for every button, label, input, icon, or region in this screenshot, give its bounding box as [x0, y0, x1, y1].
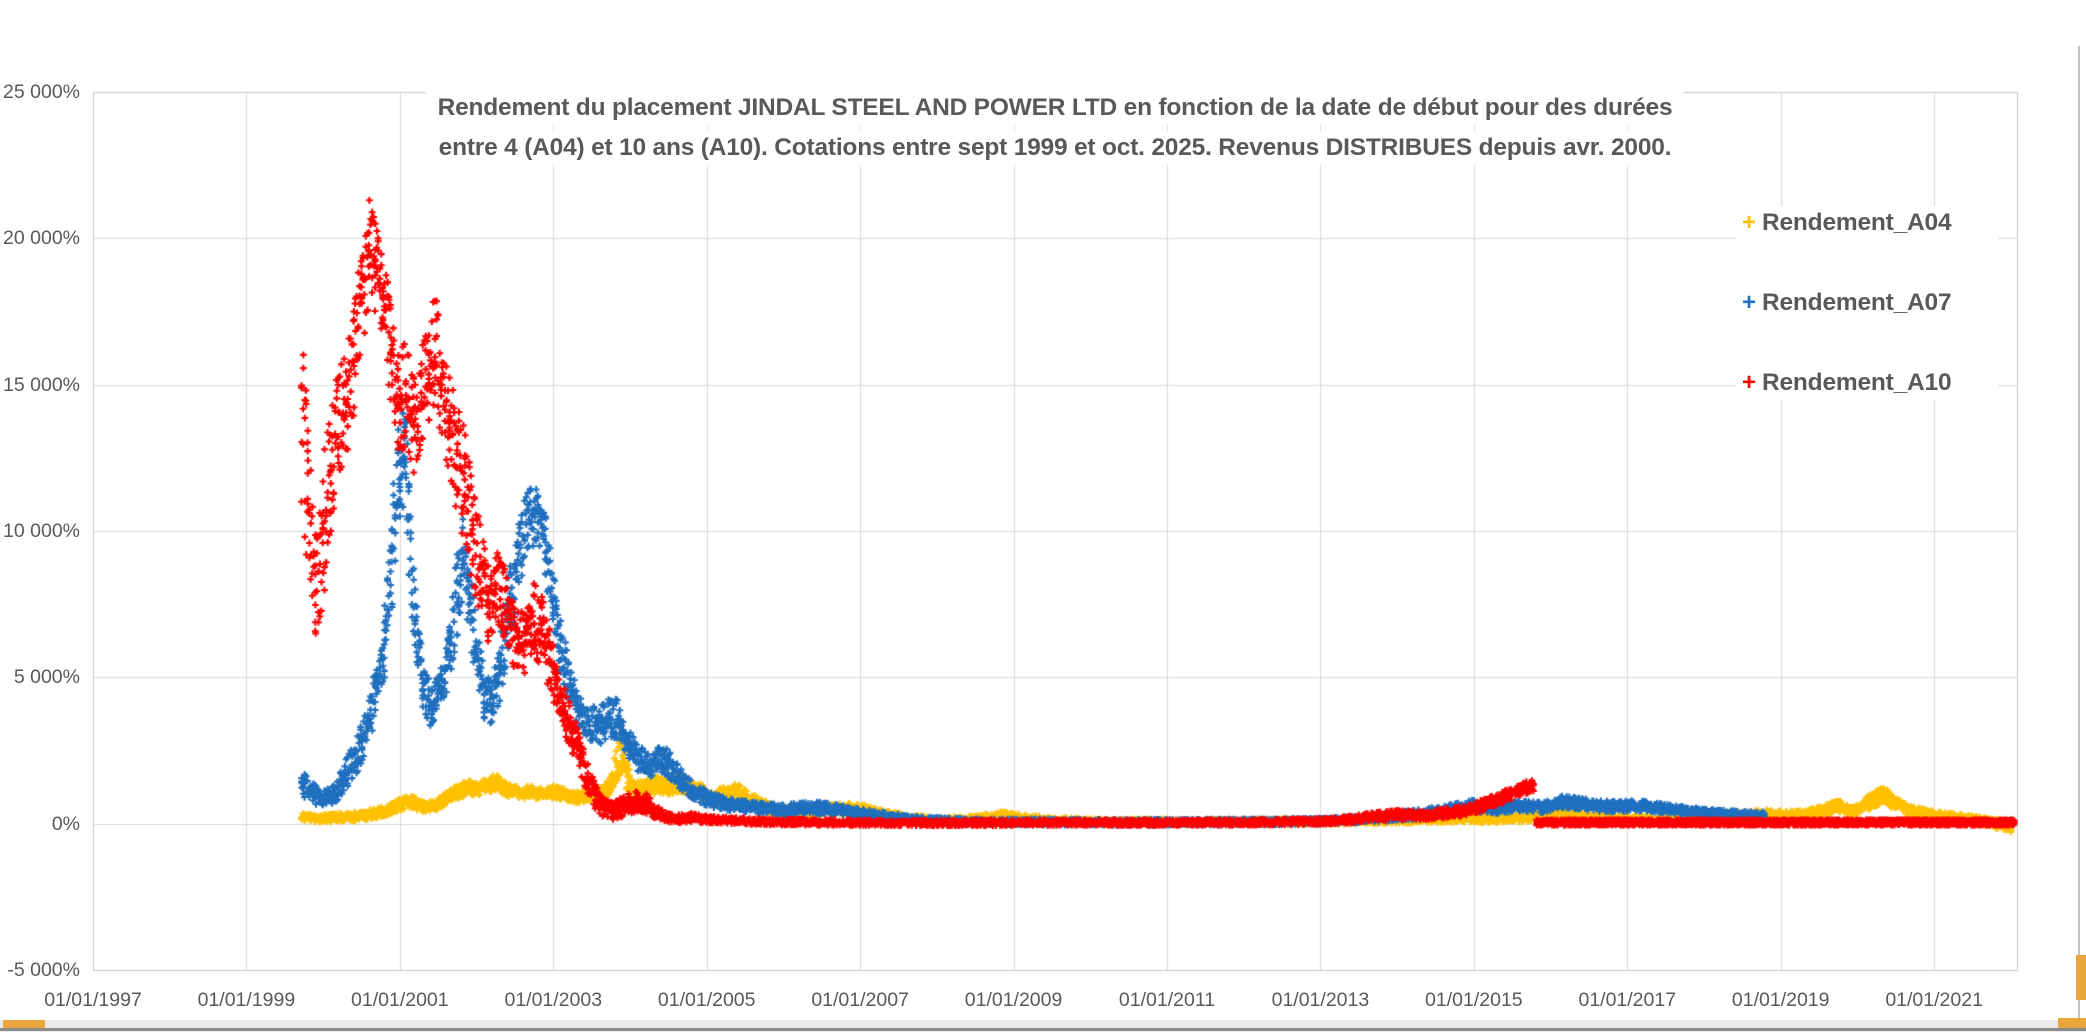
legend-label: Rendement_A07: [1762, 289, 1952, 316]
plus-marker-icon: +: [1741, 209, 1756, 236]
x-tick-label: 01/01/2021: [1885, 989, 1983, 1011]
plus-marker-icon: +: [1741, 369, 1756, 396]
x-tick-label: 01/01/2009: [964, 989, 1063, 1011]
x-tick-label: 01/01/1999: [197, 989, 296, 1011]
chart-legend: + Rendement_A04 + Rendement_A07 + Rendem…: [1736, 206, 1998, 400]
x-tick-label: 01/01/2005: [657, 989, 756, 1011]
legend-label: Rendement_A04: [1762, 209, 1952, 236]
chart-right-border: [2078, 46, 2080, 1032]
x-tick-label: 01/01/2017: [1578, 989, 1677, 1011]
y-tick-label: -5 000%: [7, 959, 80, 981]
y-tick-label: 0%: [51, 812, 80, 835]
sheet-bottom-edge-line: [0, 1028, 2086, 1031]
x-tick-label: 01/01/2011: [1118, 989, 1216, 1011]
x-tick-label: 01/01/2001: [351, 989, 449, 1011]
y-tick-label: 5 000%: [13, 666, 80, 689]
x-tick-label: 01/01/2007: [811, 989, 909, 1011]
y-tick-label: 25 000%: [3, 81, 80, 103]
x-tick-label: 01/01/1997: [44, 989, 142, 1011]
legend-label: Rendement_A10: [1762, 369, 1952, 396]
x-tick-label: 01/01/2003: [504, 989, 603, 1011]
chart-title-line1: Rendement du placement JINDAL STEEL AND …: [93, 91, 2017, 125]
y-tick-label: 15 000%: [3, 373, 80, 396]
x-tick-label: 01/01/2019: [1731, 989, 1830, 1011]
gold-accent-right-edge: [2076, 955, 2086, 1000]
x-tick-label: 01/01/2013: [1271, 989, 1370, 1011]
chart-title-line2: entre 4 (A04) et 10 ans (A10). Cotations…: [93, 131, 2017, 165]
gold-accent-bottom-right: [2058, 1018, 2086, 1029]
gold-accent-bottom-left: [3, 1020, 45, 1029]
y-tick-label: 10 000%: [3, 520, 80, 542]
legend-item-rendement-a04[interactable]: + Rendement_A04: [1736, 208, 1998, 238]
plus-marker-icon: +: [1741, 289, 1756, 316]
legend-item-rendement-a07[interactable]: + Rendement_A07: [1736, 288, 1998, 318]
x-tick-label: 01/01/2015: [1425, 989, 1523, 1011]
y-tick-label: 20 000%: [3, 227, 80, 250]
legend-item-rendement-a10[interactable]: + Rendement_A10: [1736, 368, 1998, 398]
